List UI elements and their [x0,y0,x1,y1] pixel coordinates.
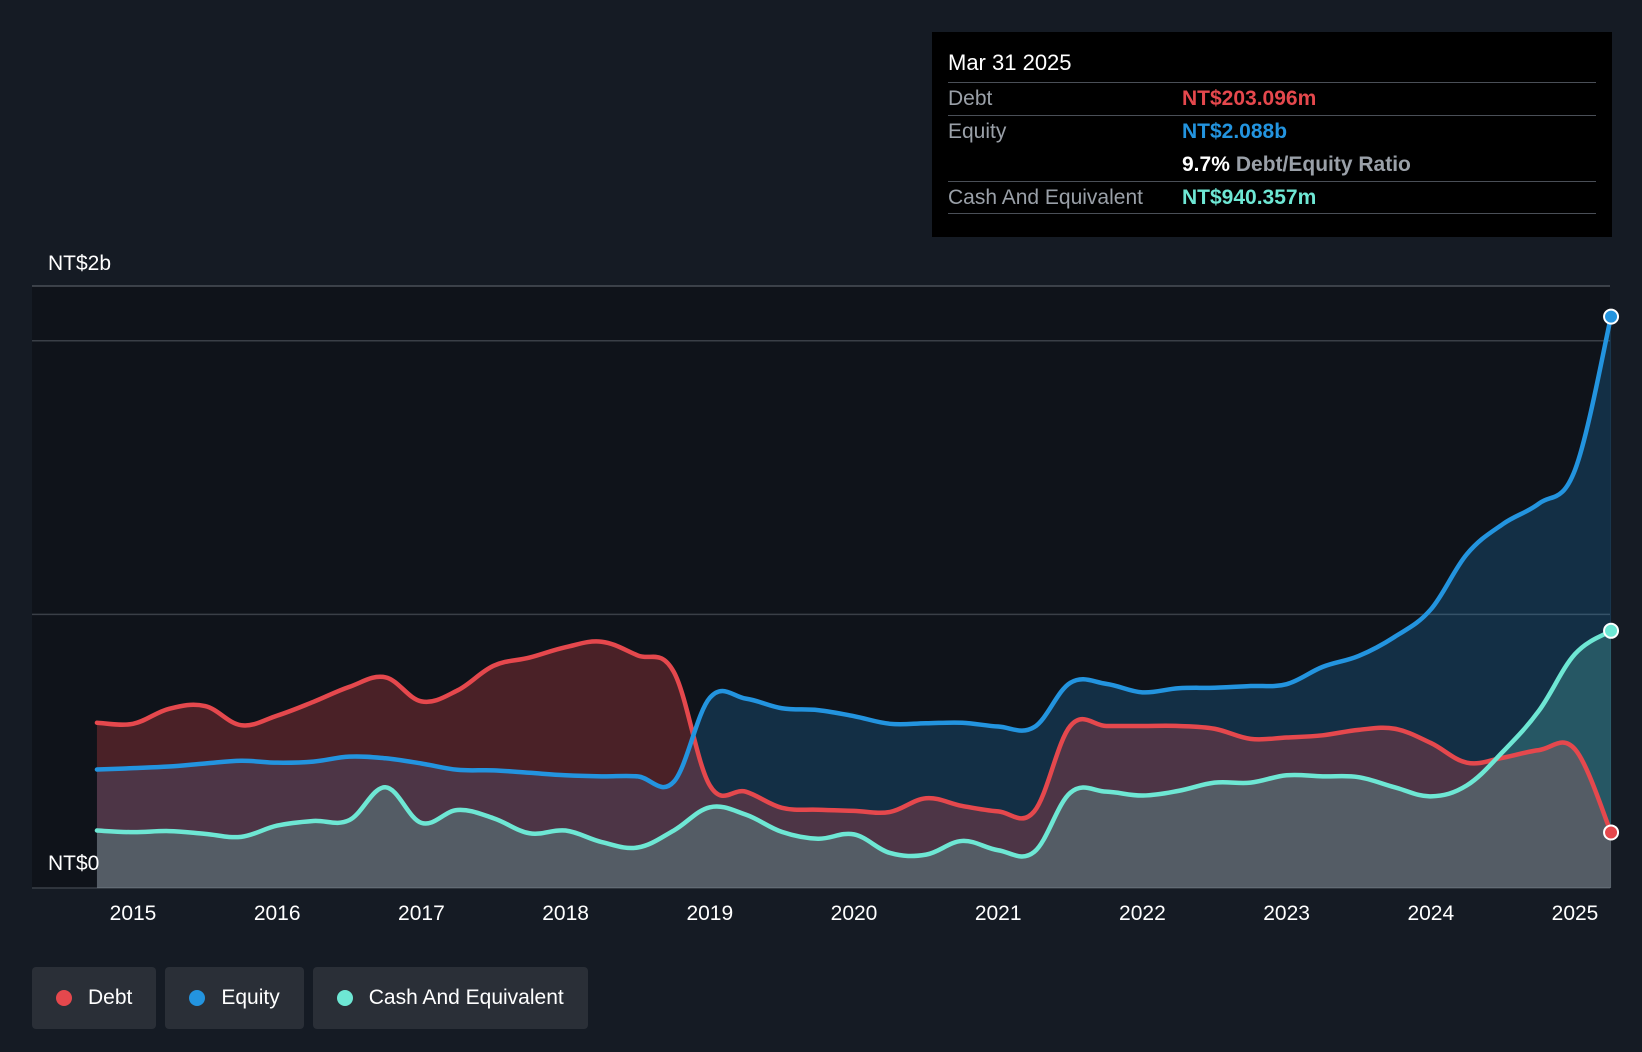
cash-dot-icon [336,990,353,1006]
plot-background [32,286,1610,888]
debt-dot-icon [56,990,72,1006]
grid-lines [32,285,1610,889]
tooltip-debt-value: NT$203.096m [1182,87,1317,110]
x-tick-label: 2024 [1407,902,1454,925]
cash-area [96,630,1612,888]
x-tick-label: 2017 [398,902,445,925]
tooltip-equity-row: Equity NT$2.088b [948,115,1596,148]
x-tick-label: 2018 [542,902,589,925]
y-axis-label-zero: NT$0 [48,852,99,875]
series-areas [96,316,1612,888]
x-tick-label: 2022 [1119,902,1166,925]
data-tooltip: Mar 31 2025 Debt NT$203.096m Equity NT$2… [932,32,1612,237]
cash-end-marker [1603,622,1620,639]
legend-item-equity[interactable]: Equity [165,967,304,1029]
x-axis-ticks: 2015 2016 2017 2018 2019 2020 2021 2022 2023 2024… [110,902,1599,925]
legend-cash-label: Cash And Equivalent [368,986,564,1009]
tooltip-cash-label: Cash And Equivalent [948,185,1143,209]
tooltip-cash-value: NT$940.357m [1182,185,1317,209]
tooltip-ratio-label: Debt/Equity Ratio [1235,152,1411,176]
x-tick-label: 2015 [110,902,157,925]
end-markers [1603,308,1620,841]
cash-line [94,628,1614,859]
tooltip-ratio-value: 9.7% [1182,152,1230,176]
equity-line [94,314,1614,790]
debt-line [94,639,1614,835]
legend-item-cash[interactable]: Cash And Equivalent [312,967,588,1029]
equity-area [96,316,1612,888]
x-tick-label: 2020 [831,902,878,925]
x-tick-label: 2016 [254,902,301,925]
equity-dot-icon [189,990,206,1006]
equity-end-marker [1603,308,1620,325]
tooltip-date: Mar 31 2025 [948,50,1072,75]
legend-equity-label: Equity [221,986,280,1009]
tooltip-debt-label: Debt [948,87,993,110]
x-tick-label: 2023 [1263,902,1310,925]
tooltip-equity-label: Equity [948,120,1007,143]
chart-legend: Debt Equity Cash And Equivalent [32,967,588,1029]
tooltip-ratio-row: 9.7% Debt/Equity Ratio [948,148,1596,181]
tooltip-debt-row: Debt NT$203.096m [948,82,1596,115]
legend-item-debt[interactable]: Debt [32,967,157,1029]
debt-end-marker [1603,824,1620,841]
x-tick-label: 2025 [1552,902,1599,925]
series-lines [94,314,1614,859]
tooltip-equity-value: NT$2.088b [1182,120,1288,143]
x-tick-label: 2021 [975,902,1022,925]
x-tick-label: 2019 [686,902,733,925]
debt-area [96,641,1612,888]
legend-debt-label: Debt [88,986,133,1009]
y-axis-label-top: NT$2b [48,252,111,275]
tooltip-cash-row: Cash And Equivalent NT$940.357m [948,181,1596,214]
